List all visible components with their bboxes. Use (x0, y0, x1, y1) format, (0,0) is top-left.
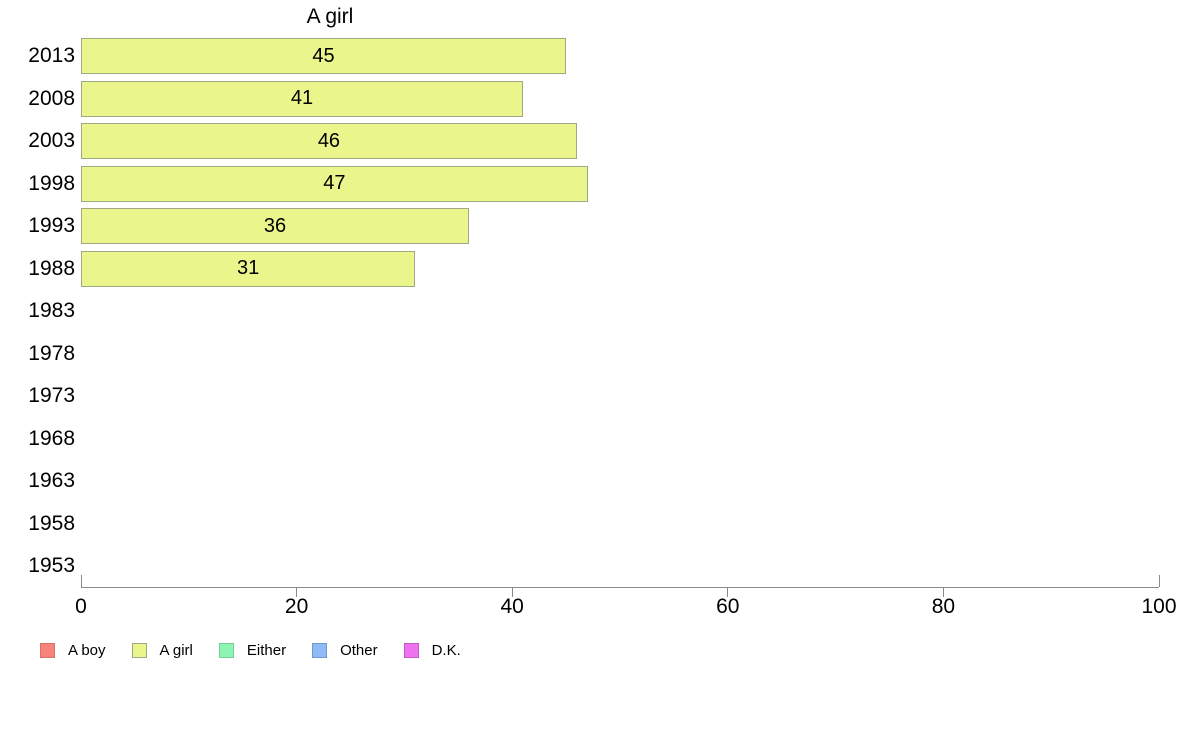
y-axis-label: 1978 (28, 341, 75, 365)
x-axis-tick (511, 588, 513, 597)
legend-item: Either (218, 642, 287, 659)
bar: 31 (81, 250, 416, 287)
legend-item: A boy (40, 642, 106, 659)
y-axis-label: 1988 (28, 256, 75, 280)
y-axis-label: 2003 (28, 129, 75, 152)
legend-item: Other (312, 642, 378, 659)
x-axis-tick (942, 588, 944, 597)
x-axis-tick-label: 60 (716, 595, 740, 618)
y-axis-label: 2013 (28, 44, 75, 67)
bar: 41 (81, 80, 523, 117)
legend-label: Either (246, 642, 287, 659)
bar-value-label: 47 (323, 172, 346, 195)
x-axis-tick-label: 100 (1141, 595, 1177, 618)
x-axis-line (81, 587, 1159, 588)
legend-swatch (40, 643, 55, 658)
bar: 46 (81, 123, 577, 160)
y-axis-label: 1958 (28, 511, 75, 535)
x-axis-end-cap (1158, 575, 1160, 587)
x-axis-tick-label: 80 (931, 595, 956, 618)
legend-label: Other (340, 642, 378, 659)
bar-value-label: 36 (263, 214, 287, 237)
y-axis-label: 1953 (28, 554, 75, 577)
x-axis-tick-label: 40 (500, 595, 524, 618)
y-axis-label: 1998 (28, 171, 75, 195)
bar-value-label: 46 (317, 129, 341, 152)
x-axis-tick (296, 588, 298, 597)
legend-item: A girl (131, 642, 193, 659)
bar: 47 (81, 165, 588, 202)
legend-swatch (403, 643, 419, 658)
bar-value-label: 45 (312, 44, 335, 67)
y-axis-label: 1973 (28, 384, 75, 407)
legend: A boy A girl Either Other D.K. (40, 642, 461, 659)
bar: 45 (81, 38, 567, 75)
bar: 36 (81, 208, 470, 245)
legend-swatch (131, 643, 147, 658)
legend-swatch (218, 643, 234, 658)
y-axis-label: 1983 (28, 299, 75, 322)
x-axis-tick (727, 588, 729, 597)
y-axis-label: 2008 (28, 86, 75, 110)
chart-title: A girl (306, 5, 354, 28)
legend-label: A boy (68, 642, 106, 659)
x-axis-tick-label: 20 (284, 595, 309, 618)
legend-label: A girl (159, 642, 193, 659)
bar-value-label: 31 (236, 257, 260, 280)
legend-label: D.K. (431, 642, 461, 659)
x-axis-end-cap (80, 575, 82, 587)
y-axis-label: 1963 (28, 469, 75, 492)
y-axis-label: 1968 (28, 426, 75, 450)
bar-value-label: 41 (290, 87, 314, 110)
x-axis-tick-label: 0 (75, 595, 87, 618)
legend-swatch (312, 643, 328, 658)
y-axis-label: 1993 (28, 214, 75, 237)
legend-item: D.K. (403, 642, 461, 659)
